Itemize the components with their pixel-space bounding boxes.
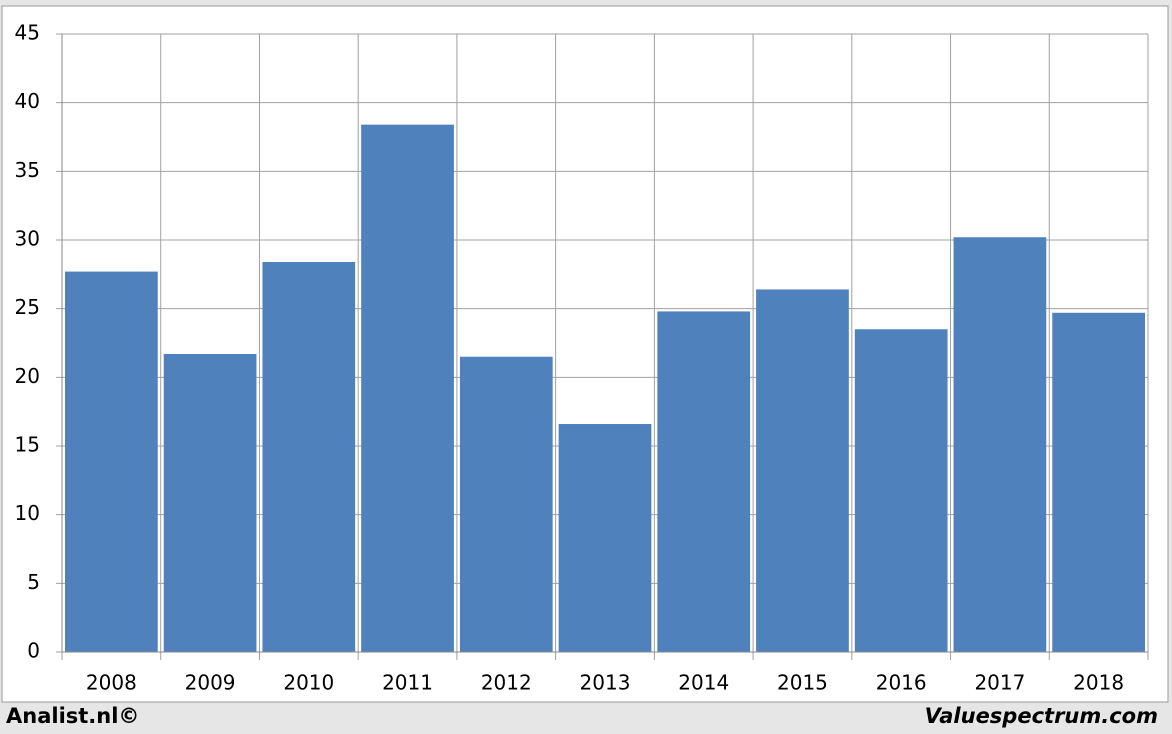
x-tick-label: 2018 — [1073, 671, 1124, 695]
x-tick-label: 2014 — [678, 671, 729, 695]
x-tick-label: 2013 — [580, 671, 631, 695]
bar — [262, 261, 356, 652]
bar — [657, 311, 751, 652]
footer-left: Analist.nl© — [6, 704, 139, 728]
bar — [953, 237, 1047, 652]
y-tick-label: 10 — [15, 501, 40, 525]
bar — [854, 329, 948, 652]
bar — [163, 353, 257, 652]
x-tick-label: 2009 — [185, 671, 236, 695]
x-tick-label: 2010 — [283, 671, 334, 695]
x-tick-label: 2011 — [382, 671, 433, 695]
y-tick-label: 15 — [15, 433, 40, 457]
bar — [459, 356, 553, 652]
y-tick-label: 45 — [15, 21, 40, 45]
y-tick-label: 40 — [15, 89, 40, 113]
x-tick-label: 2012 — [481, 671, 532, 695]
y-tick-label: 0 — [27, 639, 40, 663]
bar — [756, 289, 849, 652]
y-tick-label: 5 — [27, 570, 40, 594]
x-tick-label: 2016 — [876, 671, 927, 695]
bar — [1052, 312, 1145, 652]
bar — [65, 271, 158, 652]
y-tick-label: 20 — [15, 364, 40, 388]
y-tick-label: 35 — [15, 158, 40, 182]
footer-right: Valuespectrum.com — [925, 704, 1158, 728]
bar — [558, 424, 652, 652]
x-tick-label: 2017 — [974, 671, 1025, 695]
x-tick-label: 2008 — [86, 671, 137, 695]
y-tick-label: 30 — [15, 227, 40, 251]
bar — [361, 124, 454, 652]
y-tick-label: 25 — [15, 295, 40, 319]
x-tick-label: 2015 — [777, 671, 828, 695]
